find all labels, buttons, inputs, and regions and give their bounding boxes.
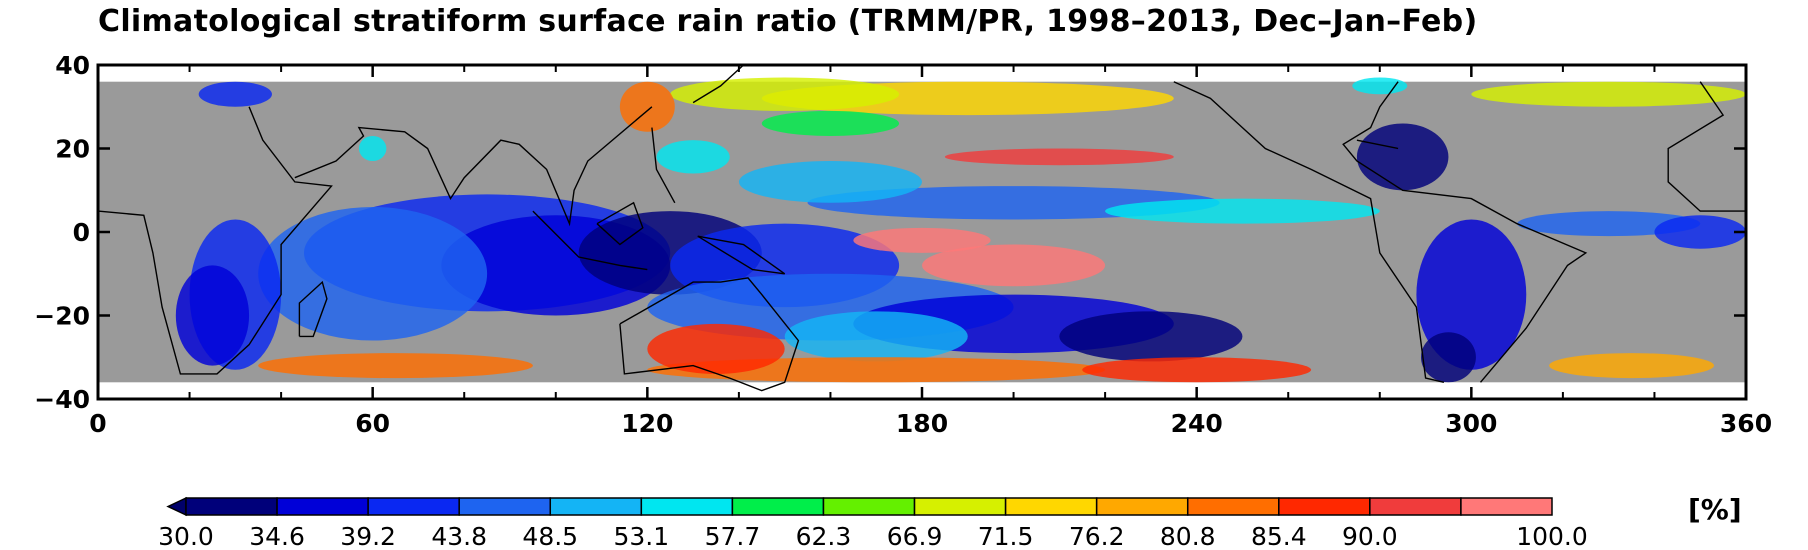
rain-region-6 (175, 265, 250, 366)
colorbar-label-0: 30.0 (158, 522, 214, 550)
x-tick-label-180: 180 (896, 409, 948, 438)
colorbar-label-3: 43.8 (431, 522, 487, 550)
y-tick-label--20: −20 (34, 302, 90, 331)
coastline-9 (1173, 81, 1445, 383)
rain-region-26 (647, 323, 785, 374)
colorbar-swatch-8 (913, 497, 1007, 516)
y-tick-label-0: 0 (73, 218, 90, 247)
colorbar-swatch-4 (549, 497, 643, 516)
coastline-5 (596, 201, 644, 246)
coastline-2 (298, 280, 328, 338)
rain-region-9 (1059, 311, 1243, 362)
x-tick-label-60: 60 (355, 409, 390, 438)
rain-region-24 (1549, 353, 1714, 379)
rain-region-21 (1471, 81, 1746, 107)
coastline-6 (697, 235, 786, 275)
x-tick-label-0: 0 (89, 409, 106, 438)
rain-region-10 (784, 311, 968, 362)
colorbar-label-8: 66.9 (887, 522, 943, 550)
rain-region-27 (922, 244, 1106, 287)
y-tick-label--40: −40 (34, 385, 90, 414)
rain-region-30 (1352, 77, 1408, 95)
colorbar-label-10: 76.2 (1069, 522, 1125, 550)
rain-region-4 (258, 206, 488, 341)
colorbar-swatch-10 (1095, 497, 1189, 516)
colorbar-swatch-9 (1004, 497, 1098, 516)
colorbar-swatch-14 (1460, 497, 1553, 516)
x-tick-label-120: 120 (621, 409, 673, 438)
coastline-11 (1356, 139, 1399, 150)
colorbar-swatch-3 (458, 497, 552, 516)
colorbar-swatch-0 (185, 497, 278, 516)
rain-region-23 (1082, 357, 1312, 383)
colorbar: 30.0 34.6 39.2 43.8 48.5 53.1 57.7 62.3 66.9 71.5… (158, 496, 1588, 550)
colorbar-swatch-2 (367, 497, 460, 516)
coastline-4 (532, 210, 648, 271)
rain-region-16 (1517, 211, 1701, 237)
rain-region-13 (738, 161, 922, 203)
colorbar-swatch-6 (731, 497, 825, 516)
colorbar-label-14: 100.0 (1516, 522, 1588, 550)
colorbar-underflow-triangle (166, 496, 187, 517)
x-tick-label-360: 360 (1720, 409, 1772, 438)
map-title: Climatological stratiform surface rain r… (98, 4, 1478, 39)
colorbar-label-13: 90.0 (1342, 522, 1398, 550)
coastline-3 (619, 277, 800, 392)
rain-ratio-field (175, 77, 1746, 383)
coastline-12 (1667, 81, 1746, 212)
colorbar-label-7: 62.3 (796, 522, 852, 550)
coastline-8 (692, 64, 744, 104)
map-axes: 0 60 120 180 240 300 360 40 20 0 −20 −40 (34, 51, 1772, 438)
colorbar-label-6: 57.7 (705, 522, 761, 550)
colorbar-label-9: 71.5 (978, 522, 1034, 550)
colorbar-swatch-5 (640, 497, 734, 516)
rain-region-20 (670, 77, 900, 111)
rain-region-28 (619, 81, 675, 132)
colorbar-label-4: 48.5 (522, 522, 578, 550)
x-tick-label-240: 240 (1171, 409, 1223, 438)
coastline-1 (294, 106, 653, 227)
rain-region-14 (1416, 219, 1527, 370)
rain-region-18 (1654, 215, 1746, 249)
rain-region-32 (944, 148, 1174, 166)
rain-region-29 (198, 81, 272, 107)
colorbar-swatch-11 (1186, 497, 1280, 516)
colorbar-swatch-12 (1278, 497, 1371, 516)
rain-region-25 (258, 353, 533, 379)
y-tick-label-40: 40 (55, 51, 90, 80)
rain-region-15 (1420, 332, 1476, 383)
rain-region-33 (853, 227, 991, 253)
colorbar-label-12: 85.4 (1251, 522, 1307, 550)
rain-region-12 (1105, 198, 1380, 224)
coastlines (97, 64, 1746, 392)
rain-region-31 (761, 110, 900, 136)
coastline-10 (1342, 81, 1588, 383)
colorbar-unit-label: [%] (1688, 493, 1742, 526)
rain-region-35 (656, 140, 730, 174)
rain-region-34 (358, 135, 387, 162)
colorbar-swatch-7 (822, 497, 916, 516)
colorbar-label-5: 53.1 (613, 522, 669, 550)
y-tick-label-20: 20 (55, 135, 90, 164)
map-panel (96, 63, 1748, 401)
coastline-0 (97, 106, 333, 375)
colorbar-label-11: 80.8 (1160, 522, 1216, 550)
colorbar-label-2: 39.2 (340, 522, 396, 550)
x-tick-label-300: 300 (1445, 409, 1497, 438)
rain-region-17 (1356, 123, 1449, 191)
colorbar-swatch-1 (276, 497, 369, 516)
colorbar-label-1: 34.6 (249, 522, 305, 550)
coastline-7 (651, 127, 676, 204)
colorbar-swatch-13 (1369, 497, 1462, 516)
